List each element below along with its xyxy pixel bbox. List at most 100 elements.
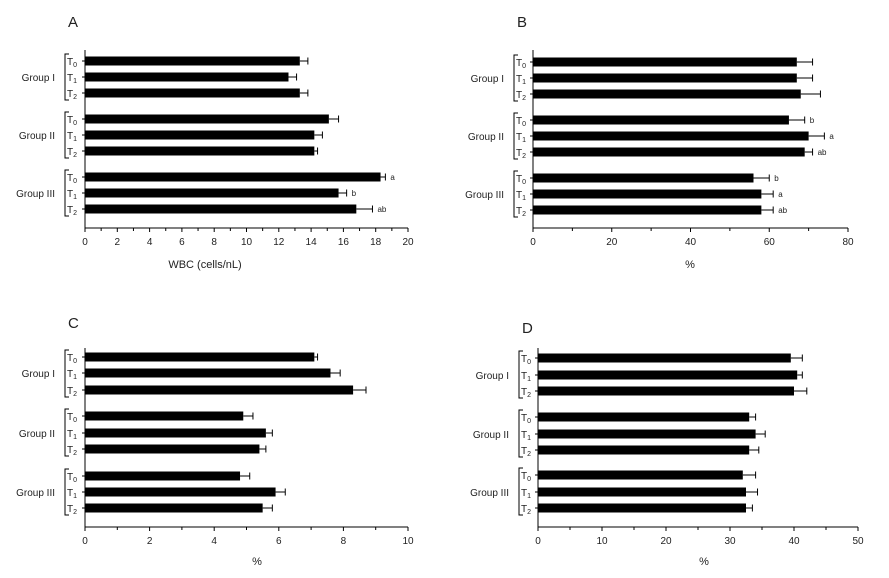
group-label: Group III <box>470 488 509 499</box>
bar-label: T1 <box>521 430 531 442</box>
bar-label: T1 <box>521 371 531 383</box>
bar <box>538 503 746 513</box>
bar-label: T2 <box>516 90 526 102</box>
bar <box>538 429 756 439</box>
x-tick-label: 4 <box>147 237 153 248</box>
x-axis-label: % <box>685 259 695 271</box>
bar-label: T0 <box>67 57 77 69</box>
x-tick-label: 30 <box>724 536 736 547</box>
x-axis-label: % <box>252 556 262 568</box>
bar-label: T1 <box>521 488 531 500</box>
x-tick-label: 14 <box>306 237 318 248</box>
bar <box>85 114 329 124</box>
panel-c: C 0 2 4 6 8 10% Group I T0 T1 T2 Group II T0 T1 T2 Grou… <box>16 315 414 568</box>
bar-label: T0 <box>67 173 77 185</box>
bar <box>85 130 315 140</box>
bar <box>533 189 762 199</box>
x-axis-label: % <box>699 556 709 568</box>
bar-label: T2 <box>516 148 526 160</box>
bar-label: T0 <box>67 472 77 484</box>
bar <box>85 503 263 513</box>
bar-label: T1 <box>67 369 77 381</box>
bar-label: T2 <box>67 147 77 159</box>
significance-label: b <box>774 174 779 183</box>
bar-label: T0 <box>516 58 526 70</box>
group-label: Group I <box>22 369 55 380</box>
bar-label: T2 <box>67 386 77 398</box>
bar <box>538 412 750 422</box>
bar <box>85 428 266 438</box>
significance-label: ab <box>377 205 386 214</box>
group-label: Group II <box>468 132 504 143</box>
x-tick-label: 0 <box>82 536 88 547</box>
group-bracket <box>518 409 523 458</box>
panel-letter: A <box>68 14 78 31</box>
x-tick-label: 20 <box>402 237 414 248</box>
group-bracket <box>513 170 518 218</box>
bar <box>538 470 743 480</box>
group-bracket <box>64 468 69 516</box>
x-tick-label: 6 <box>276 536 282 547</box>
bar <box>533 57 797 67</box>
panel-letter: B <box>517 14 527 31</box>
bar-label: T1 <box>516 74 526 86</box>
x-axis-label: WBC (cells/nL) <box>168 259 241 271</box>
x-tick-label: 20 <box>660 536 672 547</box>
group-label: Group III <box>16 488 55 499</box>
group-label: Group I <box>22 73 55 84</box>
bar <box>85 444 260 454</box>
significance-label: a <box>390 173 395 182</box>
group-label: Group I <box>471 74 504 85</box>
bar-label: T0 <box>521 413 531 425</box>
bar-label: T0 <box>67 353 77 365</box>
bar-label: T2 <box>67 89 77 101</box>
x-tick-label: 80 <box>842 237 854 248</box>
bar <box>85 172 381 182</box>
significance-label: b <box>352 189 357 198</box>
group-bracket <box>64 111 69 159</box>
group-label: Group III <box>465 190 504 201</box>
group-bracket <box>64 349 69 398</box>
x-tick-label: 0 <box>535 536 541 547</box>
bar-label: T2 <box>67 445 77 457</box>
bar <box>538 353 791 363</box>
bar <box>533 89 801 99</box>
x-tick-label: 40 <box>685 237 697 248</box>
x-tick-label: 18 <box>370 237 382 248</box>
group-label: Group II <box>473 430 509 441</box>
panel-d: D 0 10 20 30 40 50% Group I T0 T1 T2 Group II T0 T1 T2… <box>470 320 864 568</box>
bar <box>538 386 794 396</box>
bar <box>533 173 754 183</box>
bar-label: T2 <box>67 504 77 516</box>
bar-label: T1 <box>67 488 77 500</box>
bar-label: T1 <box>516 190 526 202</box>
x-tick-label: 12 <box>273 237 285 248</box>
significance-label: ab <box>818 148 827 157</box>
group-bracket <box>518 467 523 516</box>
bar <box>538 370 798 380</box>
x-tick-label: 16 <box>338 237 350 248</box>
bar-label: T2 <box>516 206 526 218</box>
x-tick-label: 4 <box>211 536 217 547</box>
panel-letter: D <box>522 320 533 337</box>
panel-letter: C <box>68 315 79 332</box>
group-label: Group II <box>19 429 55 440</box>
x-tick-label: 0 <box>82 237 88 248</box>
group-bracket <box>64 408 69 457</box>
bar-label: T0 <box>521 354 531 366</box>
group-label: Group II <box>19 131 55 142</box>
bar <box>85 56 300 66</box>
group-label: Group I <box>476 371 509 382</box>
x-tick-label: 10 <box>402 536 414 547</box>
bar-label: T2 <box>521 504 531 516</box>
bar-label: T1 <box>516 132 526 144</box>
x-tick-label: 0 <box>530 237 536 248</box>
bar <box>85 146 315 156</box>
bar-label: T2 <box>67 205 77 217</box>
x-tick-label: 50 <box>852 536 864 547</box>
group-bracket <box>513 112 518 160</box>
panel-b: B 0 20 40 60 80% Group I T0 T1 T2 Group II T0 b T1 a T2… <box>465 14 854 271</box>
bar <box>85 72 289 82</box>
bar <box>533 73 797 83</box>
